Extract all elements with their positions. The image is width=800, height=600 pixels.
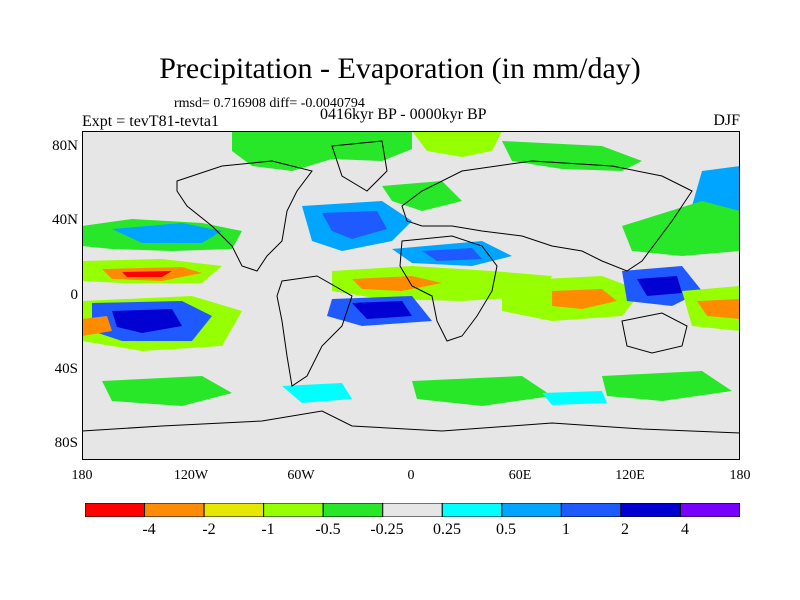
lon-label: 180	[71, 468, 93, 483]
colorbar-swatch	[620, 503, 681, 517]
lat-label: 80N	[52, 138, 78, 154]
field-blob	[637, 276, 682, 296]
field-blob	[412, 376, 552, 406]
coastline-north-america	[176, 160, 313, 272]
world-map	[82, 131, 740, 460]
coastline-greenland	[331, 140, 388, 192]
colorbar-label: -1	[261, 521, 275, 538]
lon-label: 0	[407, 468, 415, 483]
lon-label: 120W	[173, 468, 209, 483]
field-blob	[352, 301, 412, 319]
field-blob	[352, 276, 442, 291]
colorbar-label: -0.5	[315, 521, 341, 538]
colorbar-label: 0.5	[496, 521, 516, 538]
coastline-south-america	[276, 275, 353, 387]
lat-label: 40N	[52, 212, 78, 228]
field-blob	[602, 371, 732, 401]
field-blob	[232, 131, 412, 171]
coastline-antarctica	[82, 410, 740, 434]
field-blob	[112, 223, 222, 243]
field-blob	[112, 309, 182, 333]
colorbar-swatch	[441, 503, 503, 517]
lon-label: 60E	[508, 468, 532, 483]
lon-label: 120E	[615, 468, 645, 483]
field-layer	[82, 131, 740, 406]
field-blob	[697, 299, 740, 319]
colorbar-label: 1	[562, 521, 570, 538]
colorbar-label: 0.25	[433, 521, 461, 538]
field-blob	[412, 131, 502, 157]
field-blob	[332, 266, 552, 301]
colorbar-swatch	[322, 503, 384, 517]
coastlines	[82, 140, 740, 434]
plot-title: Precipitation - Evaporation (in mm/day)	[159, 52, 641, 85]
coastline-australia	[621, 312, 688, 354]
colorbar-label: -2	[202, 521, 216, 538]
coastline-africa	[399, 235, 498, 342]
field-blob	[322, 211, 387, 239]
colorbar-label: 4	[681, 521, 689, 538]
field-blob	[502, 141, 642, 171]
field-blob	[552, 289, 617, 309]
colorbar-swatch	[382, 503, 443, 517]
lon-label: 60W	[287, 468, 315, 483]
field-blob	[382, 181, 462, 211]
field-blob	[282, 383, 352, 403]
field-blob	[102, 376, 232, 406]
colorbar-swatch	[560, 503, 622, 517]
colorbar	[85, 503, 740, 517]
period-label: 0416kyr BP - 0000kyr BP	[320, 106, 487, 123]
field-blob	[542, 391, 607, 405]
lat-label: 40S	[54, 361, 78, 377]
map-panel	[82, 131, 740, 460]
lon-label: 180	[729, 468, 751, 483]
colorbar-swatch	[263, 503, 324, 517]
lat-label: 80S	[54, 435, 78, 451]
lat-label: 0	[70, 287, 79, 303]
colorbar-swatch	[144, 503, 205, 517]
colorbar-swatch	[679, 503, 740, 517]
colorbar-swatch	[501, 503, 562, 517]
field-blob	[122, 271, 172, 277]
colorbar-label: -0.25	[370, 521, 404, 538]
colorbar-label: 2	[621, 521, 629, 538]
stats-text: rmsd= 0.716908 diff= -0.0040794	[174, 96, 365, 111]
field-blob	[422, 248, 482, 261]
colorbar-swatch	[85, 503, 146, 517]
experiment-label: Expt = tevT81-tevta1	[82, 113, 219, 130]
colorbar-swatch	[203, 503, 265, 517]
map-border	[82, 131, 740, 460]
season-label: DJF	[713, 112, 740, 129]
coastline-eurasia	[401, 160, 693, 272]
field-blob	[622, 201, 740, 256]
field-blob	[82, 316, 112, 336]
field-blob	[692, 166, 740, 211]
colorbar-label: -4	[142, 521, 156, 538]
